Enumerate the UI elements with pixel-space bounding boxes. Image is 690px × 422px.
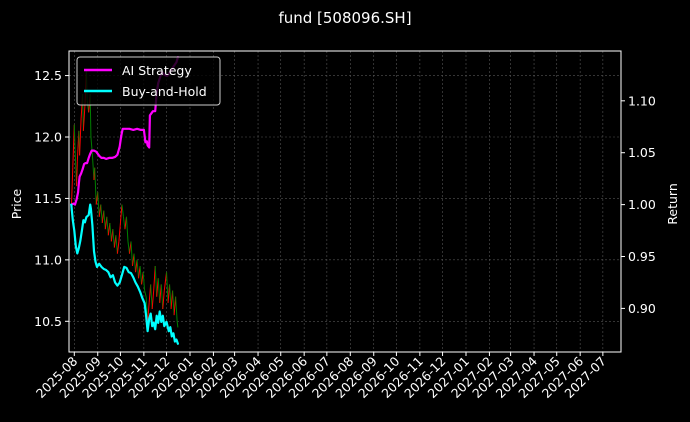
legend: AI Strategy Buy-and-Hold [76,56,221,106]
price-segment [90,136,93,156]
price-segment [157,278,161,303]
y2-axis-label: Return [665,183,680,224]
price-segment [97,192,100,217]
price-segment [162,290,165,310]
y2-tick-label: 1.05 [628,145,656,160]
price-segment [73,124,76,150]
price-segment [94,167,97,205]
y2-tick-label: 1.00 [628,197,656,212]
price-segment [133,253,137,273]
y-axis-label: Price [9,188,24,219]
price-segment [115,235,118,254]
y2-tick-label: 0.95 [628,249,656,264]
y-tick-label: 11.5 [34,191,62,206]
y-tick-label: 11.0 [34,252,62,267]
price-segment [91,155,95,181]
price-segment [125,216,129,242]
price-segment [163,272,168,291]
price-segment [112,229,115,248]
price-segment [144,290,147,297]
price-segment [175,296,178,322]
price-segment [150,284,153,310]
series-line-buy-and-hold [70,203,179,345]
price-segment [145,296,149,322]
price-segment [100,204,103,224]
price-segment [119,204,123,224]
chart-title: fund [508096.SH] [278,9,411,27]
plot-frame [68,50,622,353]
price-segment [82,106,86,131]
price-segment [172,290,175,316]
price-segment [106,216,109,236]
legend-box [76,56,221,106]
price-segment [154,265,158,297]
price-segment [151,290,155,310]
y2-tick-label: 0.90 [628,301,656,316]
price-segment [122,216,126,230]
y-tick-label: 12.5 [34,68,62,83]
price-segment [121,204,124,217]
price-segment [166,272,169,303]
price-segment [103,210,106,230]
price-segment [127,241,130,254]
price-segment [142,272,146,291]
price-segment [130,241,134,267]
price-segment [79,118,82,156]
price-segment [169,284,172,310]
price-segment [76,161,78,187]
price-segment [136,259,140,279]
price-segment [176,321,179,328]
price-segment [160,284,164,310]
price-segment [109,222,112,242]
price-segment [116,241,120,254]
y2-tick-label: 1.10 [628,93,656,108]
price-segment [147,302,150,322]
legend-label-ai-strategy: AI Strategy [122,63,192,78]
legend-label-buy-and-hold: Buy-and-Hold [122,84,207,99]
y-tick-label: 10.5 [34,314,62,329]
price-segment [118,222,121,242]
y-tick-label: 12.0 [34,130,62,145]
price-segment [139,265,143,285]
